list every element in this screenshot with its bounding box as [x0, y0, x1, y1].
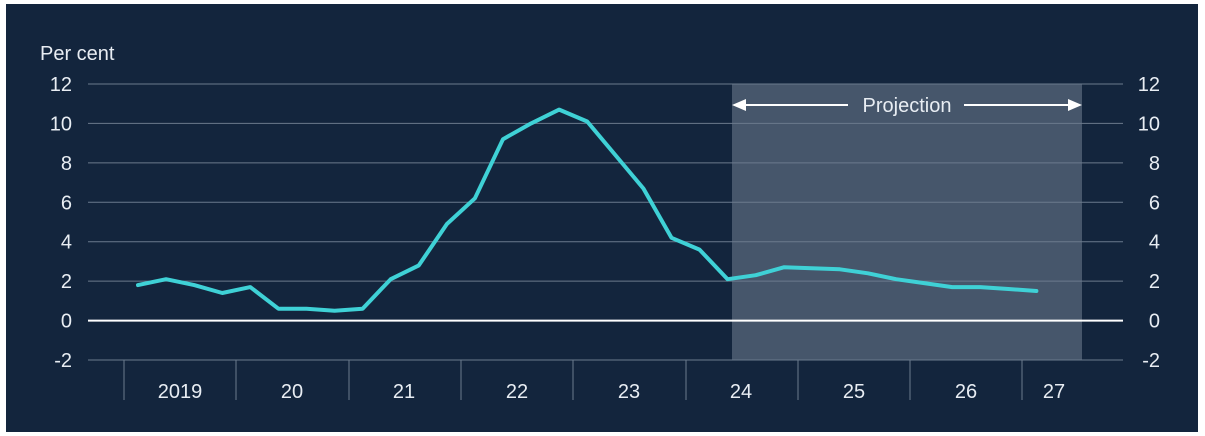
- y-tick-label-left: 8: [61, 153, 72, 175]
- y-tick-label-left: 6: [61, 192, 72, 214]
- y-tick-label-right: 12: [1138, 74, 1160, 96]
- y-tick-label-right: 2: [1149, 271, 1160, 293]
- y-tick-label-right: 8: [1149, 153, 1160, 175]
- x-tick-label: 24: [730, 381, 752, 403]
- series-line-layer: [136, 107, 1039, 313]
- y-tick-label-left: 4: [61, 232, 72, 254]
- y-tick-label-right: 0: [1149, 311, 1160, 333]
- arrow-left-icon: [732, 99, 746, 111]
- x-tick-label: 26: [955, 381, 977, 403]
- y-tick-label-right: 6: [1149, 192, 1160, 214]
- arrow-right-icon: [1068, 99, 1082, 111]
- y-tick-label-left: 10: [50, 113, 72, 135]
- y-tick-label-left: 2: [61, 271, 72, 293]
- y-tick-label-right: -2: [1142, 350, 1160, 372]
- y-tick-label-left: 12: [50, 74, 72, 96]
- y-tick-label-left: -2: [54, 350, 72, 372]
- projection-shade: [732, 84, 1082, 360]
- grid-lines: [88, 83, 1123, 361]
- projection-annotation: Projection: [732, 95, 1082, 117]
- x-tick-label: 2019: [158, 381, 203, 403]
- series-line: [136, 107, 1039, 313]
- x-tick-label: 27: [1043, 381, 1065, 403]
- y-axis-label: Per cent: [40, 43, 115, 65]
- y-tick-label-left: 0: [61, 311, 72, 333]
- x-tick-label: 20: [281, 381, 303, 403]
- x-tick-label: 21: [393, 381, 415, 403]
- chart-panel: -2 -2 0 0 2 2 4 4 6 6 8 8 10 10 12 12 2019 20 21 22 23 24 25 26…: [6, 4, 1198, 432]
- x-tick-label: 23: [618, 381, 640, 403]
- x-tick-label: 22: [506, 381, 528, 403]
- y-tick-label-right: 10: [1138, 113, 1160, 135]
- x-tick-label: 25: [843, 381, 865, 403]
- y-tick-label-right: 4: [1149, 232, 1160, 254]
- projection-label: Projection: [863, 95, 952, 117]
